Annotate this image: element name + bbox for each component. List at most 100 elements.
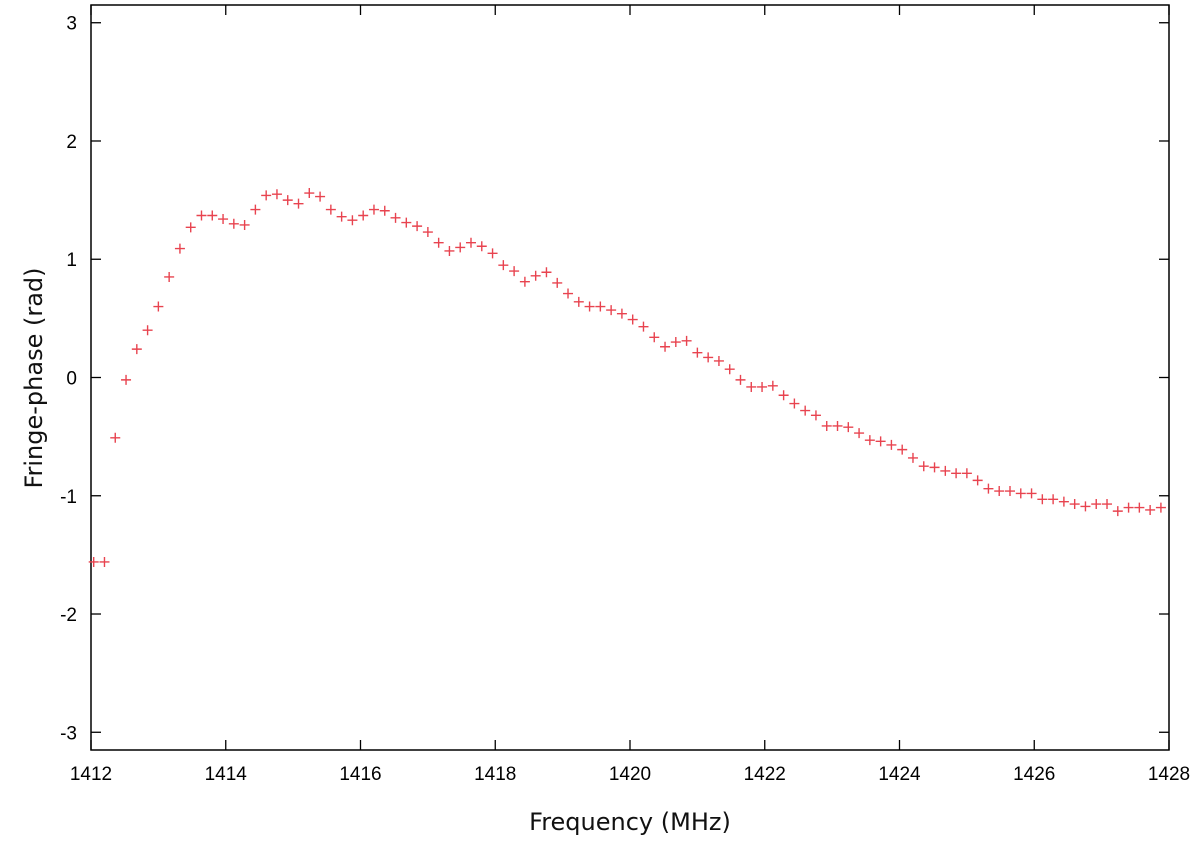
data-point <box>1004 486 1015 497</box>
data-point <box>422 227 433 238</box>
data-point <box>1037 494 1048 505</box>
data-point <box>1155 502 1166 513</box>
data-point <box>563 288 574 299</box>
data-point <box>703 352 714 363</box>
data-point <box>293 198 304 209</box>
data-point <box>390 212 401 223</box>
data-point <box>1145 504 1156 515</box>
data-point <box>1069 499 1080 510</box>
data-point <box>509 266 520 277</box>
data-point <box>573 296 584 307</box>
data-point <box>185 222 196 233</box>
x-tick-label: 1420 <box>609 764 651 785</box>
data-point <box>1026 488 1037 499</box>
y-tick-label: 2 <box>66 132 77 153</box>
data-point <box>757 381 768 392</box>
data-point <box>810 410 821 421</box>
x-tick-labels: 1412 1414 1416 1418 1420 1422 1424 1426 1428 <box>70 764 1190 785</box>
data-point <box>606 305 617 316</box>
data-point <box>864 435 875 446</box>
data-point <box>99 556 110 567</box>
data-point <box>789 398 800 409</box>
y-tick-label: -2 <box>60 605 77 626</box>
data-point <box>1123 502 1134 513</box>
data-point <box>821 420 832 431</box>
data-point <box>994 486 1005 497</box>
data-point <box>1080 501 1091 512</box>
data-point <box>951 468 962 479</box>
data-point <box>724 364 735 375</box>
data-point <box>595 301 606 312</box>
data-point <box>907 452 918 463</box>
data-point <box>983 483 994 494</box>
data-point <box>164 271 175 282</box>
data-point <box>465 237 476 248</box>
data-point <box>530 270 541 281</box>
data-point <box>541 267 552 278</box>
data-point <box>713 355 724 366</box>
data-point <box>379 205 390 216</box>
y-tick-label: 1 <box>66 250 77 271</box>
data-point <box>455 242 466 253</box>
data-point <box>519 276 530 287</box>
data-point <box>638 321 649 332</box>
data-point <box>487 248 498 259</box>
data-point <box>1102 499 1113 510</box>
plot-frame <box>90 4 1170 751</box>
data-point <box>368 204 379 215</box>
data-point <box>1112 506 1123 517</box>
data-point <box>735 374 746 385</box>
data-point <box>110 432 121 443</box>
data-point <box>412 221 423 232</box>
data-point <box>778 390 789 401</box>
data-point <box>228 218 239 229</box>
data-point <box>476 241 487 252</box>
x-tick-label: 1424 <box>878 764 921 785</box>
data-point <box>174 243 185 254</box>
data-point <box>843 422 854 433</box>
data-point <box>498 260 509 271</box>
data-point <box>250 204 261 215</box>
data-point <box>897 444 908 455</box>
data-point <box>358 210 369 221</box>
y-tick-labels: 3 2 1 0 -1 -2 -3 <box>60 14 77 745</box>
data-point <box>584 301 595 312</box>
data-point <box>681 335 692 346</box>
axis-ticks <box>90 5 1170 750</box>
data-point <box>347 215 358 226</box>
x-tick-label: 1418 <box>474 764 516 785</box>
data-point <box>1091 499 1102 510</box>
y-tick-label: -3 <box>60 723 77 744</box>
data-point <box>207 210 218 221</box>
y-axis-label: Fringe-phase (rad) <box>20 267 48 488</box>
data-point <box>282 195 293 206</box>
data-point <box>433 237 444 248</box>
data-point <box>649 332 660 343</box>
data-point <box>972 475 983 486</box>
data-point <box>886 439 897 450</box>
data-point <box>325 204 336 215</box>
data-point <box>627 314 638 325</box>
data-point <box>670 337 681 348</box>
data-point <box>261 190 272 201</box>
data-point <box>1048 494 1059 505</box>
data-point <box>832 420 843 431</box>
y-tick-label: 3 <box>66 14 77 35</box>
data-points <box>88 188 1166 567</box>
data-point <box>692 347 703 358</box>
data-point <box>767 380 778 391</box>
data-point <box>444 245 455 256</box>
x-tick-label: 1422 <box>744 764 786 785</box>
data-point <box>961 468 972 479</box>
data-point <box>875 436 886 447</box>
data-point <box>88 556 99 567</box>
data-point <box>121 374 132 385</box>
y-tick-label: -1 <box>60 487 77 508</box>
data-point <box>336 211 347 222</box>
data-point <box>552 277 563 288</box>
data-point <box>218 214 229 225</box>
x-tick-label: 1426 <box>1013 764 1055 785</box>
data-point <box>239 219 250 230</box>
x-tick-label: 1412 <box>70 764 112 785</box>
